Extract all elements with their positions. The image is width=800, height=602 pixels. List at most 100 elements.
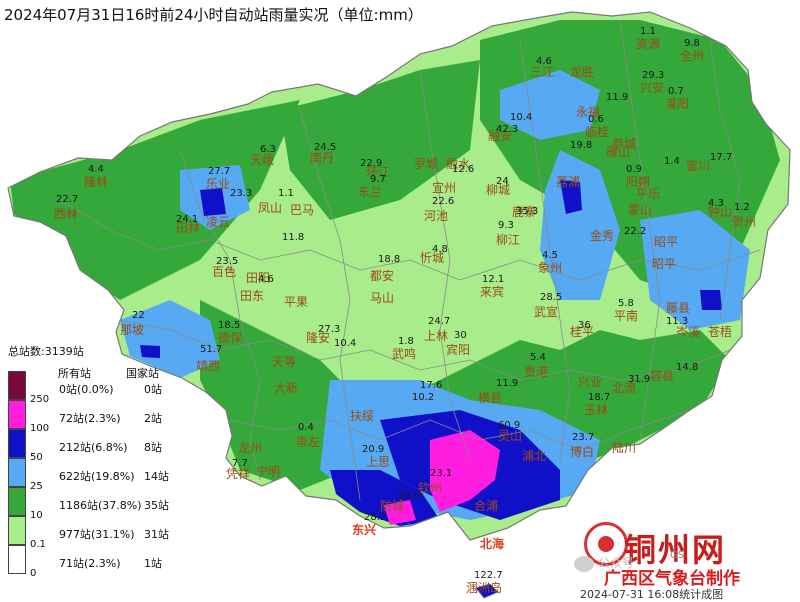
legend-swatch	[8, 458, 26, 487]
place-name: 钦州	[418, 481, 442, 495]
place-name: 贺州	[732, 215, 756, 229]
place-name: 武宣	[534, 304, 558, 319]
legend-swatch	[8, 371, 26, 400]
rainfall-value: 60.9	[498, 420, 520, 431]
caption-watermark: 公众号	[598, 556, 635, 570]
place-name: 富川	[686, 158, 710, 173]
rainfall-value: 1.1	[278, 188, 294, 199]
station-total: 总站数:3139站	[8, 345, 84, 358]
place-name: 阳朔	[626, 174, 650, 189]
legend-count-all: 1186站(37.8%)	[59, 499, 142, 512]
place-name: 马山	[370, 291, 394, 305]
place-name: 天峨	[250, 153, 274, 167]
brand-watermark: 铜州网	[624, 531, 727, 569]
producer-credit: 广西区气象台制作	[604, 569, 740, 589]
rainfall-value: 35.3	[516, 206, 538, 217]
rainfall-value: 9.8	[684, 38, 700, 49]
place-name: 横县	[478, 391, 502, 405]
legend-tick: 0.1	[30, 539, 46, 550]
place-name: 宁明	[256, 464, 280, 479]
rainfall-value: 11.9	[496, 378, 518, 389]
rainfall-value: 12.1	[482, 274, 504, 285]
place-name: 容县	[650, 368, 674, 383]
place-name: 玉林	[584, 403, 608, 417]
place-name: 恭城	[612, 137, 636, 151]
province-outline	[7, 11, 791, 541]
legend-count-all: 72站(2.3%)	[59, 412, 121, 425]
place-name: 上林	[424, 329, 448, 343]
place-name: 忻城	[420, 251, 444, 265]
rainfall-value: 36	[578, 320, 591, 331]
county-boundaries	[59, 19, 761, 501]
rainfall-value: 6.3	[260, 144, 276, 155]
legend-tick: 100	[30, 423, 50, 434]
rainfall-value: 1.4	[664, 156, 680, 167]
rainfall-value: 5.4	[530, 352, 546, 363]
place-name: 隆林	[84, 174, 108, 189]
legend-count-national: 0站	[144, 383, 162, 396]
rainfall-value: 18.5	[218, 320, 240, 331]
place-name: 隆安	[306, 330, 330, 345]
rainfall-value: 4.5	[542, 250, 558, 261]
place-name: 防城	[380, 498, 404, 513]
place-name: 武鸣	[392, 346, 416, 361]
place-name: 兴业	[578, 375, 602, 389]
legend-count-all: 71站(2.3%)	[59, 557, 121, 570]
place-names: 资源 全州 三江 龙胜 兴安 灌阳 临桂 恭城 平乐 阳朔 钟山 贺州 昭平 蒙…	[54, 37, 756, 595]
legend-count-national: 2站	[144, 412, 162, 425]
place-name: 河池	[424, 209, 448, 223]
place-name: 来宾	[480, 284, 504, 299]
place-name: 藤县	[666, 301, 690, 315]
rainfall-value: 17.6	[420, 380, 442, 391]
rainfall-value: 11.8	[282, 232, 304, 243]
legend-tick: 10	[30, 510, 43, 521]
rainfall-value: 1.8	[398, 336, 414, 347]
place-name: 岑溪	[676, 325, 700, 339]
map-title: 2024年07月31日16时前24小时自动站雨量实况（单位:mm）	[4, 6, 423, 24]
rainfall-value: 27.7	[208, 166, 230, 177]
rainfall-value: 24.7	[428, 316, 450, 327]
place-name: 永福	[576, 104, 600, 119]
place-name: 浦北	[522, 449, 546, 463]
rainfall-value: 22.2	[624, 226, 646, 237]
legend-count-all: 622站(19.8%)	[59, 470, 135, 483]
rainfall-legend: 总站数:3139站 所有站 国家站 250 100 50 25 10 0.1 0…	[4, 343, 204, 593]
rainfall-value: 22	[132, 310, 145, 321]
place-name: 都安	[370, 268, 394, 283]
rainfall-value: 24.1	[176, 214, 198, 225]
rainfall-value: 11.3	[666, 316, 688, 327]
rainfall-value: 51.7	[200, 344, 222, 355]
weizhou-island	[475, 583, 499, 599]
rainfall-value: 30	[454, 330, 467, 341]
rainfall-value: 14.8	[676, 362, 698, 373]
rainfall-value: 19.8	[570, 140, 592, 151]
place-name: 凌云	[206, 215, 230, 229]
place-name: 宾阳	[446, 342, 470, 357]
place-name: 资源	[636, 37, 660, 51]
place-name: 北流	[612, 381, 636, 395]
legend-swatch	[8, 516, 26, 545]
place-name: 灵山	[498, 429, 522, 443]
rainfall-value: 23.1	[430, 468, 452, 479]
rainfall-value: 22.7	[56, 194, 78, 205]
rainfall-value: 18.7	[588, 392, 610, 403]
place-name: 西林	[54, 207, 78, 221]
place-name: 田阳	[246, 271, 270, 285]
place-name: 蒙山	[628, 203, 652, 217]
place-name: 灌阳	[665, 97, 689, 111]
place-name: 博白	[570, 444, 594, 459]
place-name: 昭平	[652, 257, 676, 271]
place-name: 桂平	[570, 324, 594, 339]
legend-count-national: 8站	[144, 441, 162, 454]
place-name: 钟山	[708, 204, 732, 219]
place-name: 柳城	[486, 183, 510, 197]
rainfall-value: 24	[496, 176, 509, 187]
place-name: 荔浦	[556, 175, 580, 189]
place-name: 金秀	[590, 228, 614, 243]
rainfall-value: 23.3	[230, 188, 252, 199]
place-name: 环江	[366, 165, 390, 179]
place-name: 龙州	[238, 441, 262, 455]
place-name: 柳江	[496, 233, 520, 247]
place-name: 融水	[446, 157, 470, 171]
place-name: 平南	[614, 308, 638, 323]
